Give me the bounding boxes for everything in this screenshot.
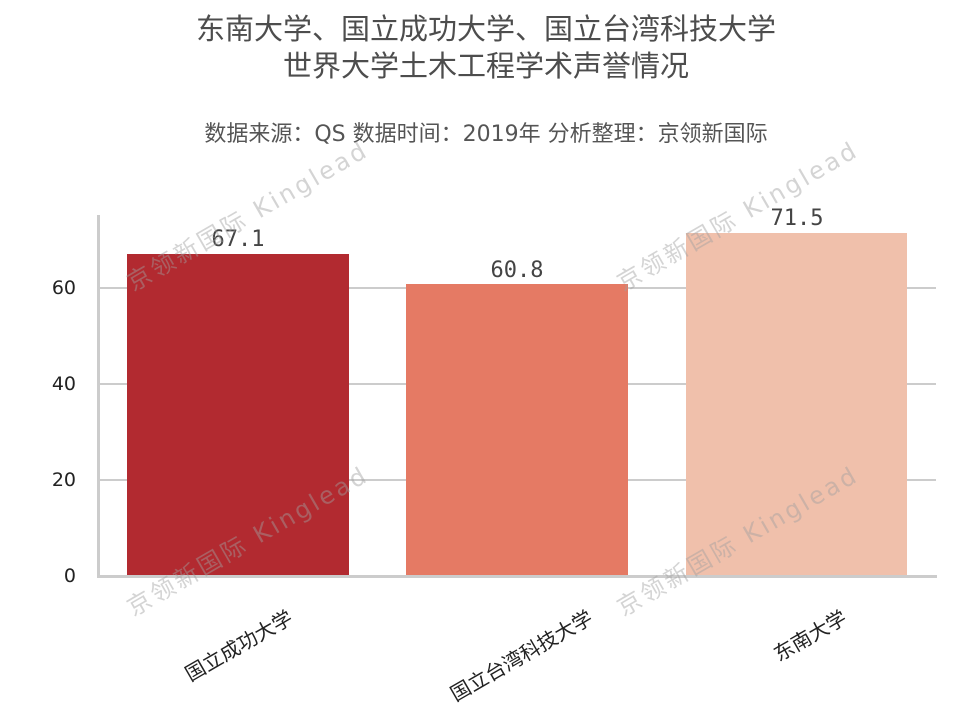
chart-title-line-1: 东南大学、国立成功大学、国立台湾科技大学 [195, 12, 776, 46]
bar-southeast-university [686, 233, 907, 576]
y-axis [97, 215, 100, 578]
chart-subtitle: 数据来源：QS 数据时间：2019年 分析整理：京领新国际 [204, 122, 768, 147]
bar-national-taiwan-university-of-science-and-technology [406, 284, 628, 576]
chart-title-line-2: 世界大学土木工程学术声誉情况 [282, 49, 689, 83]
y-tick-60: 60 [51, 277, 76, 299]
bar-value-label: 71.5 [770, 206, 824, 231]
bar-national-cheng-kung-university [127, 254, 349, 576]
x-tick-label: 国立台湾科技大学 [446, 605, 597, 707]
x-axis [97, 575, 937, 578]
y-tick-20: 20 [51, 469, 76, 491]
bar-value-label: 67.1 [211, 227, 265, 252]
y-tick-40: 40 [51, 373, 76, 395]
x-tick-label: 国立成功大学 [180, 605, 297, 687]
y-tick-0: 0 [63, 565, 76, 587]
x-tick-label: 东南大学 [769, 605, 851, 667]
bar-value-label: 60.8 [490, 258, 544, 283]
